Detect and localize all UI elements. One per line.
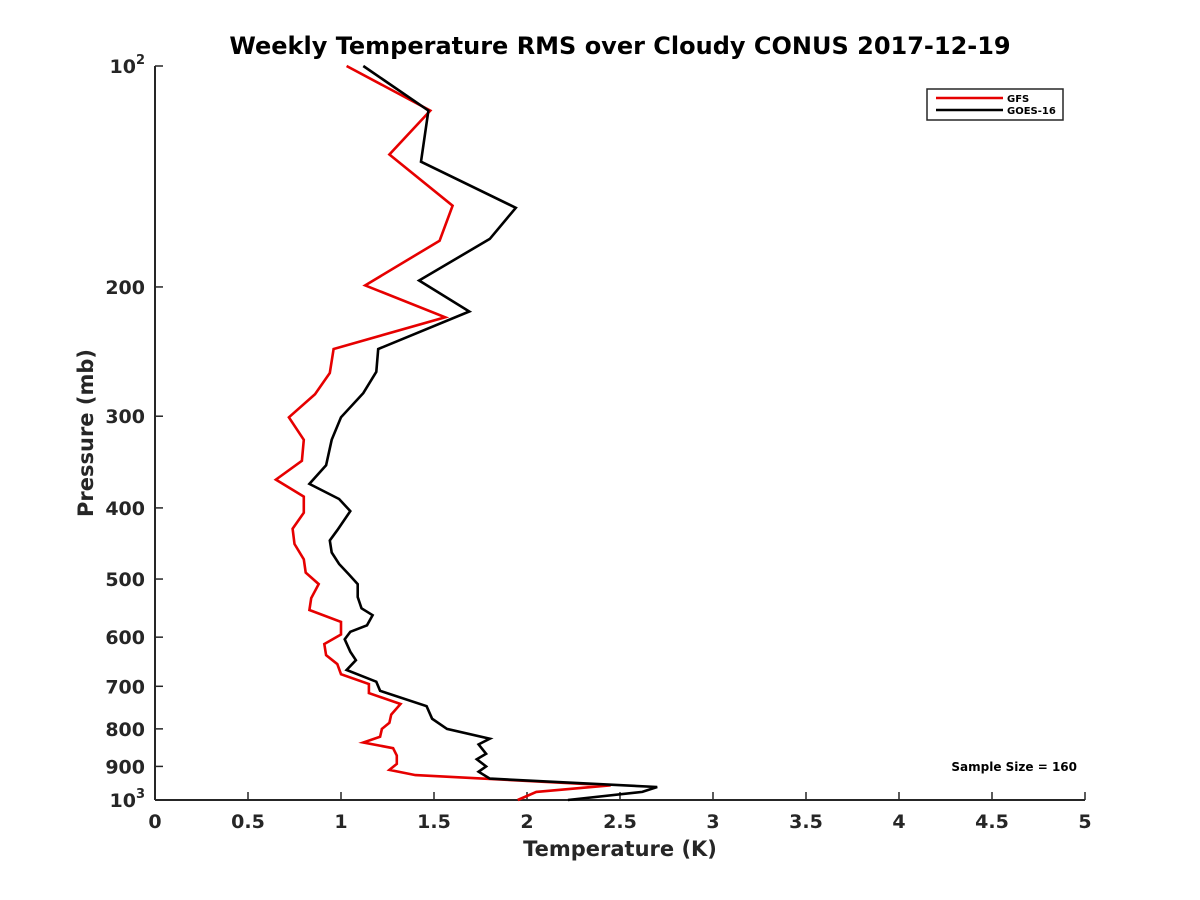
y-tick-label: 700 <box>105 676 145 698</box>
sample-size-annotation: Sample Size = 160 <box>951 760 1077 774</box>
series-layer <box>273 64 658 802</box>
y-tick-label-base: 10 <box>110 790 136 812</box>
y-tick-label-base: 500 <box>105 569 145 591</box>
y-tick-label-base: 300 <box>105 406 145 428</box>
y-tick-label-exponent: 2 <box>136 53 145 68</box>
x-tick-label: 2.5 <box>603 811 637 833</box>
axes <box>154 66 1085 801</box>
y-axis-label: Pressure (mb) <box>74 349 98 517</box>
legend-label: GOES-16 <box>1007 106 1056 117</box>
x-tick-label: 4.5 <box>975 811 1009 833</box>
y-tick-label: 103 <box>110 787 146 812</box>
x-axis-label: Temperature (K) <box>523 837 717 861</box>
y-tick-label-base: 600 <box>105 627 145 649</box>
y-tick-label: 400 <box>105 498 145 520</box>
x-tick-label: 1.5 <box>417 811 451 833</box>
x-tick-label: 1 <box>334 811 347 833</box>
y-tick-label: 102 <box>110 53 146 78</box>
x-tick-label: 3.5 <box>789 811 823 833</box>
x-tick-label: 3 <box>706 811 719 833</box>
y-tick-label-base: 400 <box>105 498 145 520</box>
y-tick-label-base: 10 <box>110 56 136 78</box>
y-tick-label: 500 <box>105 569 145 591</box>
y-tick-label-exponent: 3 <box>136 787 145 802</box>
y-tick-label: 800 <box>105 719 145 741</box>
y-tick-label: 300 <box>105 406 145 428</box>
x-tick-label: 0 <box>148 811 161 833</box>
y-tick-label: 200 <box>105 277 145 299</box>
x-tick-label: 5 <box>1078 811 1091 833</box>
series-line-gfs <box>273 64 611 802</box>
y-tick-label: 600 <box>105 627 145 649</box>
x-tick-label: 4 <box>892 811 905 833</box>
series-line-goes-16 <box>307 64 658 802</box>
y-tick-label: 900 <box>105 756 145 778</box>
x-tick-label: 0.5 <box>231 811 265 833</box>
chart-title: Weekly Temperature RMS over Cloudy CONUS… <box>229 32 1010 60</box>
y-tick-label-base: 200 <box>105 277 145 299</box>
legend-box <box>926 88 1064 121</box>
y-tick-label-base: 700 <box>105 676 145 698</box>
y-tick-label-base: 900 <box>105 756 145 778</box>
x-ticks: 0 0.5 1 1.5 2 2.5 3 3.5 4 4.5 5 <box>148 792 1092 833</box>
y-tick-label-base: 800 <box>105 719 145 741</box>
legend-label: GFS <box>1007 94 1029 105</box>
x-tick-label: 2 <box>520 811 533 833</box>
